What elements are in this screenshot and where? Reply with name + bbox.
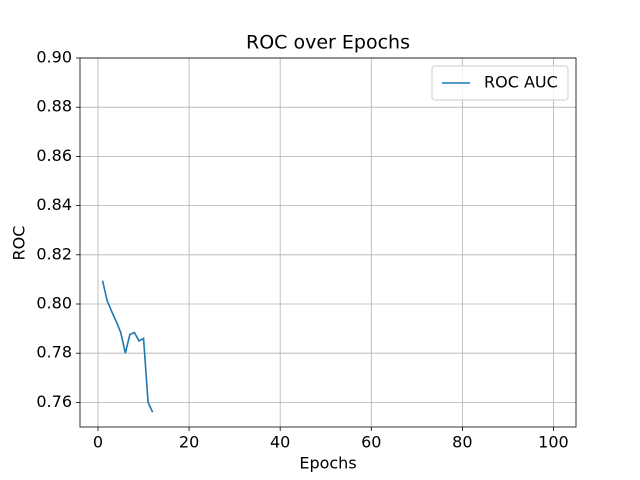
y-tick-label: 0.84 — [36, 195, 72, 214]
y-tick-label: 0.88 — [36, 97, 72, 116]
legend-label: ROC AUC — [484, 73, 558, 92]
y-tick-label: 0.86 — [36, 146, 72, 165]
y-tick-label: 0.78 — [36, 343, 72, 362]
plot-area — [101, 280, 154, 413]
x-tick-label: 80 — [452, 433, 472, 452]
x-tick-label: 100 — [538, 433, 569, 452]
axes-frame — [79, 57, 577, 428]
x-tick-label: 60 — [361, 433, 381, 452]
y-tick-label: 0.90 — [36, 48, 72, 67]
y-tick-label: 0.80 — [36, 294, 72, 313]
x-tick-label: 0 — [93, 433, 103, 452]
chart-title: ROC over Epochs — [246, 32, 410, 54]
data-line — [101, 280, 154, 413]
x-tick-label: 40 — [270, 433, 290, 452]
x-tick-label: 20 — [179, 433, 199, 452]
legend-box — [431, 65, 569, 101]
y-axis-label: ROC — [10, 226, 29, 261]
y-tick-label: 0.82 — [36, 244, 72, 263]
y-tick-label: 0.76 — [36, 392, 72, 411]
x-axis-label: Epochs — [299, 454, 356, 473]
